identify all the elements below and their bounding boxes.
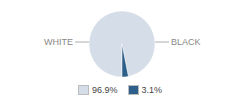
html-text:96.9%: 96.9%	[92, 85, 118, 95]
html-text:3.1%: 3.1%	[141, 85, 162, 95]
svg-text:WHITE: WHITE	[44, 37, 73, 47]
svg-text:BLACK: BLACK	[171, 37, 201, 47]
